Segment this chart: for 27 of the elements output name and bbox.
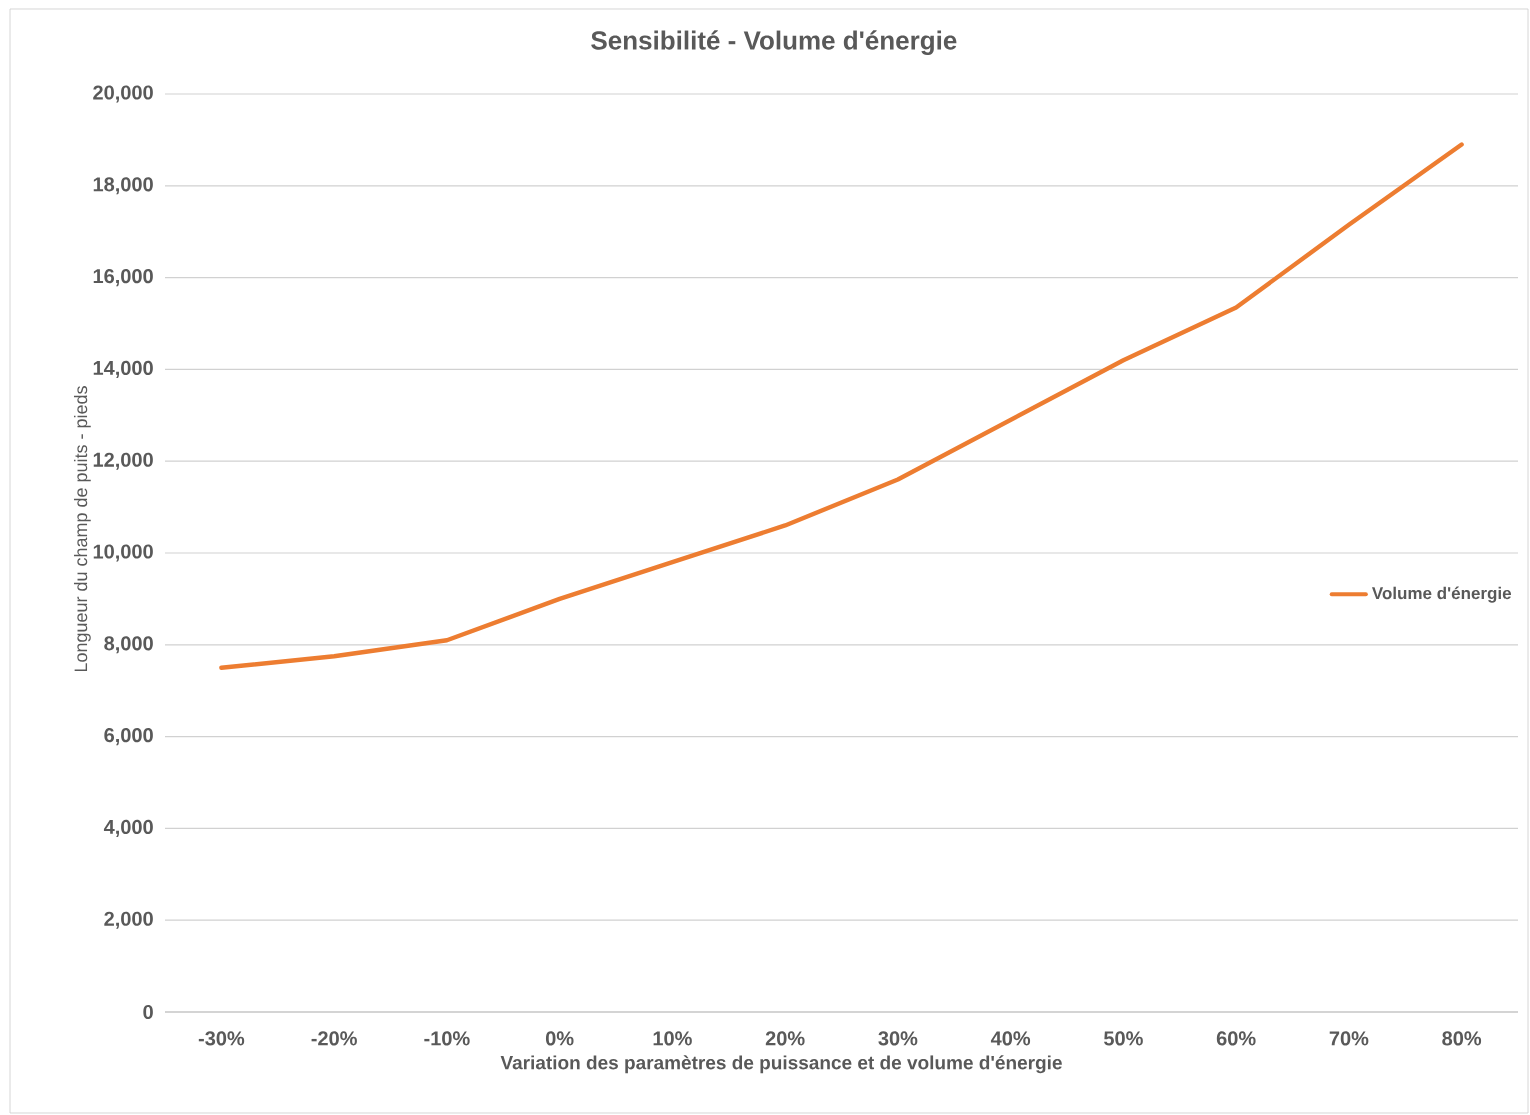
x-tick-label: -30% — [198, 1031, 245, 1046]
x-tick-label: 70% — [1329, 1031, 1369, 1046]
x-tick-label: -20% — [311, 1031, 357, 1046]
x-tick-label: 30% — [878, 1031, 918, 1046]
x-tick-label: 60% — [1216, 1031, 1256, 1046]
x-tick-label: 80% — [1442, 1031, 1482, 1046]
y-tick-label: 20,000 — [93, 85, 153, 103]
y-tick-label: 4,000 — [103, 819, 153, 837]
x-tick-label: 10% — [653, 1031, 692, 1046]
x-tick-label: 0% — [545, 1031, 574, 1046]
x-tick-label: 40% — [990, 1031, 1031, 1046]
y-tick-label: 12,000 — [93, 452, 153, 470]
chart-title: Sensibilité - Volume d'énergie — [591, 30, 957, 55]
legend-label: Volume d'énergie — [1371, 586, 1512, 603]
y-axis-title: Longueur du champ de puits - pieds — [73, 386, 91, 672]
y-tick-label: 0 — [143, 1004, 153, 1020]
y-tick-label: 14,000 — [93, 360, 153, 378]
x-tick-label: -10% — [424, 1031, 470, 1046]
y-tick-label: 2,000 — [104, 911, 153, 929]
x-tick-label: 20% — [765, 1031, 805, 1046]
y-tick-label: 8,000 — [104, 636, 153, 654]
y-tick-label: 18,000 — [93, 177, 153, 195]
y-tick-label: 6,000 — [104, 728, 153, 746]
x-tick-label: 50% — [1104, 1031, 1143, 1046]
x-axis-title: Variation des paramètres de puissance et de volume d'énergie — [500, 1055, 1062, 1074]
y-tick-label: 16,000 — [93, 269, 153, 287]
y-tick-label: 10,000 — [93, 544, 153, 562]
